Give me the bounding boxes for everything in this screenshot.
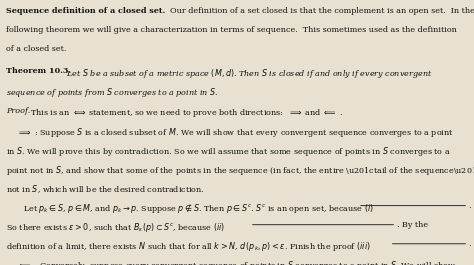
Text: $\Longleftarrow$ : Conversely, suppose every convergent sequence of points in $S: $\Longleftarrow$ : Conversely, suppose e… [17, 259, 456, 265]
Text: This is an $\Longleftrightarrow$ statement, so we need to prove both directions:: This is an $\Longleftrightarrow$ stateme… [25, 107, 343, 119]
Text: in $S$. We will prove this by contradiction. So we will assume that some sequenc: in $S$. We will prove this by contradict… [6, 145, 450, 158]
Text: Theorem 10.3.: Theorem 10.3. [6, 67, 71, 75]
Text: sequence of points from $S$ converges to a point in $S$.: sequence of points from $S$ converges to… [6, 86, 218, 99]
Text: definition of a limit, there exists $N$ such that for all $k > N$, $d\,(p_k,p) <: definition of a limit, there exists $N$ … [6, 240, 370, 253]
Text: Our definition of a set closed is that the complement is an open set.  In the: Our definition of a set closed is that t… [165, 7, 474, 15]
Text: of a closed set.: of a closed set. [6, 45, 66, 53]
Text: $\Longrightarrow$ : Suppose $S$ is a closed subset of $M$. We will show that eve: $\Longrightarrow$ : Suppose $S$ is a clo… [17, 126, 454, 139]
Text: following theorem we will give a characterization in terms of sequence.  This so: following theorem we will give a charact… [6, 26, 456, 34]
Text: Sequence definition of a closed set.: Sequence definition of a closed set. [6, 7, 165, 15]
Text: Proof.: Proof. [6, 107, 30, 115]
Text: .: . [468, 202, 471, 210]
Text: Let $S$ be a subset of a metric space $(M,d)$. Then $S$ is closed if and only if: Let $S$ be a subset of a metric space $(… [64, 67, 432, 80]
Text: . By the: . By the [397, 221, 428, 229]
Text: not in $S$, which will be the desired contradiction.: not in $S$, which will be the desired co… [6, 183, 204, 195]
Text: Let $p_k \in S$, $p \in M$, and $p_k \to p$. Suppose $p \notin S$. Then $p \in S: Let $p_k \in S$, $p \in M$, and $p_k \to… [23, 202, 374, 215]
Text: .: . [468, 240, 471, 248]
Text: So there exists $\varepsilon > 0$, such that $B_\varepsilon(p) \subset S^c$, bec: So there exists $\varepsilon > 0$, such … [6, 221, 225, 234]
Text: point not in $S$, and show that some of the points in the sequence (in fact, the: point not in $S$, and show that some of … [6, 164, 474, 177]
